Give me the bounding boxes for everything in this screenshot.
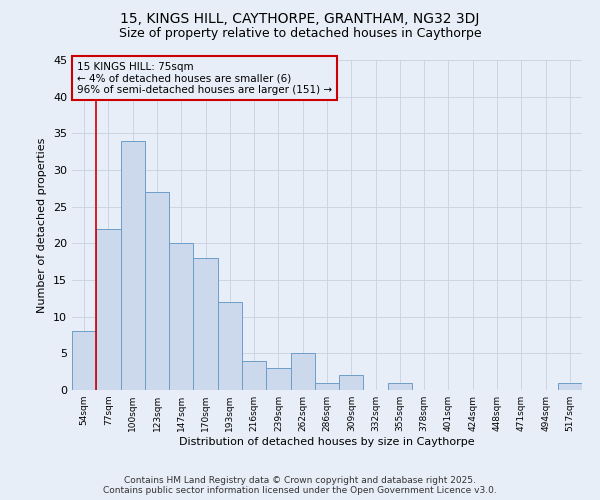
X-axis label: Distribution of detached houses by size in Caythorpe: Distribution of detached houses by size … [179, 437, 475, 447]
Bar [266, 368, 290, 390]
Bar [290, 354, 315, 390]
Bar [558, 382, 582, 390]
Bar [388, 382, 412, 390]
Bar [145, 192, 169, 390]
Text: Size of property relative to detached houses in Caythorpe: Size of property relative to detached ho… [119, 28, 481, 40]
Bar [169, 244, 193, 390]
Bar [315, 382, 339, 390]
Y-axis label: Number of detached properties: Number of detached properties [37, 138, 47, 312]
Bar [72, 332, 96, 390]
Bar [218, 302, 242, 390]
Text: 15 KINGS HILL: 75sqm
← 4% of detached houses are smaller (6)
96% of semi-detache: 15 KINGS HILL: 75sqm ← 4% of detached ho… [77, 62, 332, 95]
Bar [96, 228, 121, 390]
Bar [242, 360, 266, 390]
Text: Contains HM Land Registry data © Crown copyright and database right 2025.
Contai: Contains HM Land Registry data © Crown c… [103, 476, 497, 495]
Bar [121, 140, 145, 390]
Bar [193, 258, 218, 390]
Bar [339, 376, 364, 390]
Text: 15, KINGS HILL, CAYTHORPE, GRANTHAM, NG32 3DJ: 15, KINGS HILL, CAYTHORPE, GRANTHAM, NG3… [121, 12, 479, 26]
